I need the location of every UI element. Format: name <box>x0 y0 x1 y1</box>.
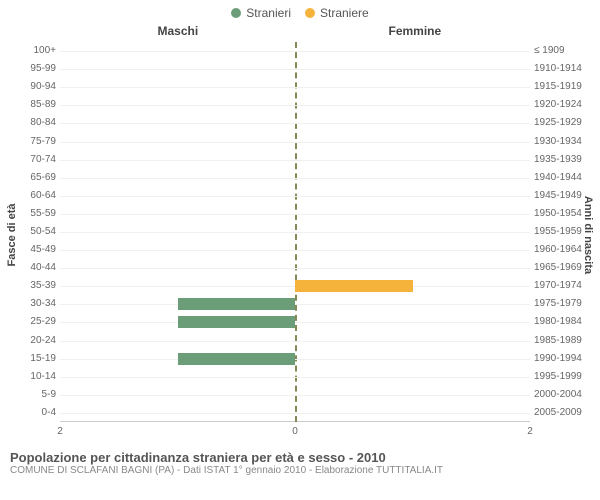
gridline <box>60 341 530 342</box>
birth-tick-label: 1940-1944 <box>530 173 582 183</box>
legend-label-female: Straniere <box>320 6 369 20</box>
gridline <box>60 123 530 124</box>
legend-label-male: Stranieri <box>246 6 291 20</box>
birth-tick-label: 1945-1949 <box>530 191 582 201</box>
birth-tick-label: 1990-1994 <box>530 354 582 364</box>
birth-tick-label: 1960-1964 <box>530 245 582 255</box>
legend-swatch-female <box>305 8 315 18</box>
gridline <box>60 51 530 52</box>
gridline <box>60 413 530 414</box>
bar-male <box>178 316 296 328</box>
x-tick-label: 0 <box>292 422 298 437</box>
age-tick-label: 100+ <box>33 46 60 56</box>
gridline <box>60 87 530 88</box>
gridline <box>60 322 530 323</box>
footer-title: Popolazione per cittadinanza straniera p… <box>10 450 590 465</box>
birth-tick-label: 1980-1984 <box>530 317 582 327</box>
birth-tick-label: 1950-1954 <box>530 209 582 219</box>
footer-subtitle: COMUNE DI SCLAFANI BAGNI (PA) - Dati IST… <box>10 465 590 476</box>
birth-tick-label: 1925-1929 <box>530 118 582 128</box>
gridline <box>60 359 530 360</box>
x-tick-label: 2 <box>57 422 63 437</box>
birth-tick-label: 1955-1959 <box>530 227 582 237</box>
gridline <box>60 395 530 396</box>
gridline <box>60 178 530 179</box>
birth-tick-label: 1985-1989 <box>530 336 582 346</box>
plot-area: 100+≤ 190995-991910-191490-941915-191985… <box>60 42 530 422</box>
birth-tick-label: 1935-1939 <box>530 155 582 165</box>
age-tick-label: 45-49 <box>30 245 60 255</box>
column-title-female: Femmine <box>389 24 442 38</box>
age-tick-label: 10-14 <box>30 372 60 382</box>
gridline <box>60 69 530 70</box>
age-tick-label: 85-89 <box>30 100 60 110</box>
age-tick-label: 60-64 <box>30 191 60 201</box>
age-tick-label: 70-74 <box>30 155 60 165</box>
birth-tick-label: 2000-2004 <box>530 390 582 400</box>
age-tick-label: 80-84 <box>30 118 60 128</box>
y-axis-right-title: Anni di nascita <box>582 196 594 274</box>
age-tick-label: 95-99 <box>30 64 60 74</box>
gridline <box>60 160 530 161</box>
birth-tick-label: 1965-1969 <box>530 263 582 273</box>
age-tick-label: 55-59 <box>30 209 60 219</box>
age-tick-label: 30-34 <box>30 299 60 309</box>
age-tick-label: 65-69 <box>30 173 60 183</box>
birth-tick-label: 1930-1934 <box>530 137 582 147</box>
birth-tick-label: ≤ 1909 <box>530 46 565 56</box>
age-tick-label: 75-79 <box>30 137 60 147</box>
chart-footer: Popolazione per cittadinanza straniera p… <box>0 450 600 476</box>
birth-tick-label: 1995-1999 <box>530 372 582 382</box>
legend-item-female: Straniere <box>305 6 369 20</box>
legend-item-male: Stranieri <box>231 6 291 20</box>
gridline <box>60 377 530 378</box>
chart-legend: Stranieri Straniere <box>0 0 600 20</box>
column-title-male: Maschi <box>158 24 199 38</box>
population-pyramid-chart: Maschi Femmine Fasce di età Anni di nasc… <box>0 20 600 450</box>
x-tick-label: 2 <box>527 422 533 437</box>
age-tick-label: 50-54 <box>30 227 60 237</box>
birth-tick-label: 1915-1919 <box>530 82 582 92</box>
gridline <box>60 196 530 197</box>
age-tick-label: 15-19 <box>30 354 60 364</box>
birth-tick-label: 1970-1974 <box>530 281 582 291</box>
age-tick-label: 20-24 <box>30 336 60 346</box>
bar-male <box>178 298 296 310</box>
bar-male <box>178 353 296 365</box>
age-tick-label: 25-29 <box>30 317 60 327</box>
gridline <box>60 142 530 143</box>
age-tick-label: 0-4 <box>42 408 60 418</box>
gridline <box>60 105 530 106</box>
birth-tick-label: 1910-1914 <box>530 64 582 74</box>
legend-swatch-male <box>231 8 241 18</box>
age-tick-label: 5-9 <box>42 390 60 400</box>
age-tick-label: 40-44 <box>30 263 60 273</box>
gridline <box>60 232 530 233</box>
gridline <box>60 214 530 215</box>
age-tick-label: 90-94 <box>30 82 60 92</box>
age-tick-label: 35-39 <box>30 281 60 291</box>
gridline <box>60 304 530 305</box>
gridline <box>60 268 530 269</box>
birth-tick-label: 1975-1979 <box>530 299 582 309</box>
bar-female <box>295 280 413 292</box>
birth-tick-label: 1920-1924 <box>530 100 582 110</box>
birth-tick-label: 2005-2009 <box>530 408 582 418</box>
gridline <box>60 250 530 251</box>
y-axis-left-title: Fasce di età <box>6 204 18 267</box>
